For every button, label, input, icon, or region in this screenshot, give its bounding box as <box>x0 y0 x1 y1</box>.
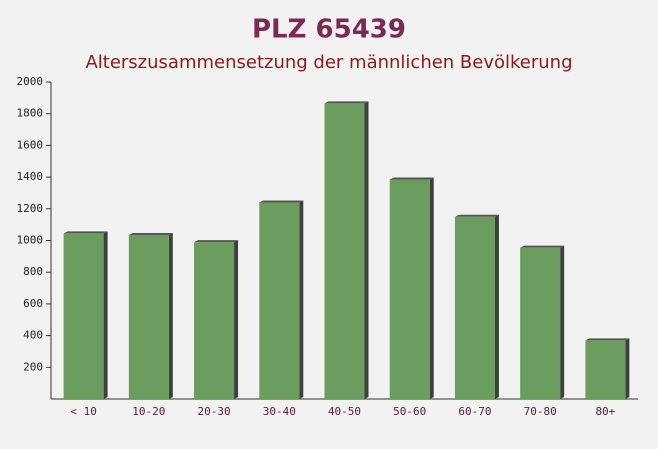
y-tick-label: 1400 <box>17 170 44 183</box>
x-tick-label: 50-60 <box>393 405 426 418</box>
x-tick-label: 20-30 <box>197 405 230 418</box>
bar <box>259 200 304 399</box>
bar <box>194 240 239 399</box>
bar-face <box>194 242 235 399</box>
chart-subtitle: Alterszusammensetzung der männlichen Bev… <box>85 52 572 73</box>
bar-side <box>103 231 108 399</box>
x-tick-label: 70-80 <box>524 405 557 418</box>
y-tick-label: 1200 <box>17 202 44 215</box>
y-tick-label: 1000 <box>17 234 44 247</box>
bar <box>324 101 369 400</box>
x-tick-label: 30-40 <box>263 405 296 418</box>
y-tick-label: 1800 <box>17 107 44 120</box>
bar-face <box>389 179 430 399</box>
bar-side <box>560 245 565 399</box>
bar-face <box>63 233 104 399</box>
bar <box>454 214 499 399</box>
y-tick-label: 600 <box>23 297 43 310</box>
bar-top <box>259 200 304 203</box>
y-tick-label: 1600 <box>17 138 44 151</box>
x-tick-label: < 10 <box>70 405 97 418</box>
x-tick-label: 10-20 <box>132 405 165 418</box>
x-tick-label: 80+ <box>595 405 615 418</box>
y-tick-label: 400 <box>23 329 43 342</box>
bar <box>128 232 173 399</box>
chart-title: PLZ 65439 <box>252 15 406 45</box>
bar-side <box>299 200 304 399</box>
bar-face <box>128 234 169 399</box>
bar-face <box>585 340 626 399</box>
bar <box>63 231 108 399</box>
bar-top <box>128 232 173 235</box>
bar-top <box>520 245 565 248</box>
bar-side <box>234 240 239 399</box>
y-tick-label: 2000 <box>17 75 44 88</box>
bar-face <box>259 202 300 399</box>
bar-side <box>429 177 434 399</box>
bar <box>585 338 630 399</box>
y-tick-label: 800 <box>23 265 43 278</box>
bar-top <box>324 101 369 104</box>
bar-side <box>625 338 630 399</box>
bar-top <box>63 231 108 234</box>
bar-face <box>324 103 365 400</box>
x-tick-label: 40-50 <box>328 405 361 418</box>
bar-top <box>454 214 499 217</box>
y-tick-label: 200 <box>23 360 43 373</box>
x-tick-label: 60-70 <box>458 405 491 418</box>
bar-side <box>168 232 173 399</box>
bar <box>389 177 434 399</box>
bar-top <box>194 240 239 243</box>
bar-face <box>454 216 495 399</box>
bar-face <box>520 247 561 399</box>
bar <box>520 245 565 399</box>
bar-side <box>494 214 499 399</box>
bar-top <box>585 338 630 341</box>
bar-side <box>364 101 369 400</box>
bar-top <box>389 177 434 180</box>
